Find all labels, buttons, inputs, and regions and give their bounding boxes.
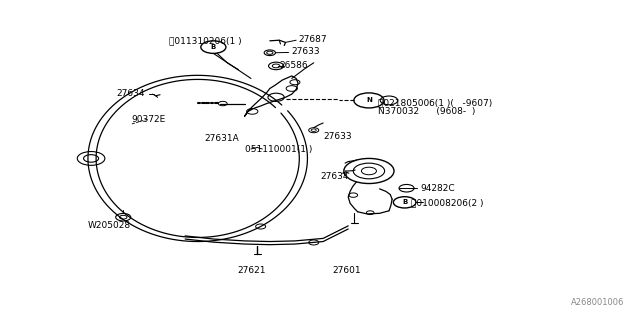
Text: Ⓞ02180500б(1 )(   -9607): Ⓞ02180500б(1 )( -9607) <box>378 99 492 108</box>
Text: 90372E: 90372E <box>132 115 166 124</box>
Text: 051110001(1 ): 051110001(1 ) <box>244 145 312 154</box>
Text: 27634: 27634 <box>320 172 349 181</box>
Text: N370032      (9608-  ): N370032 (9608- ) <box>378 107 475 116</box>
Text: 27633: 27633 <box>323 132 352 141</box>
Text: Ⓑ011310206(1 ): Ⓑ011310206(1 ) <box>170 36 242 45</box>
Text: 27631A: 27631A <box>204 133 239 142</box>
Text: 27687: 27687 <box>298 35 326 44</box>
Text: N: N <box>366 97 372 103</box>
Text: 27621: 27621 <box>237 266 266 275</box>
Text: B: B <box>402 199 407 205</box>
Text: W205028: W205028 <box>88 221 131 230</box>
Text: A268001006: A268001006 <box>571 298 624 308</box>
Text: 27634: 27634 <box>116 89 145 98</box>
Text: Ⓑ010008206(2 ): Ⓑ010008206(2 ) <box>411 199 483 208</box>
Text: 94282C: 94282C <box>420 184 455 193</box>
Text: B: B <box>211 44 216 50</box>
Text: 27633: 27633 <box>292 47 321 56</box>
Text: 26586: 26586 <box>279 61 308 70</box>
Text: 27601: 27601 <box>333 266 361 275</box>
